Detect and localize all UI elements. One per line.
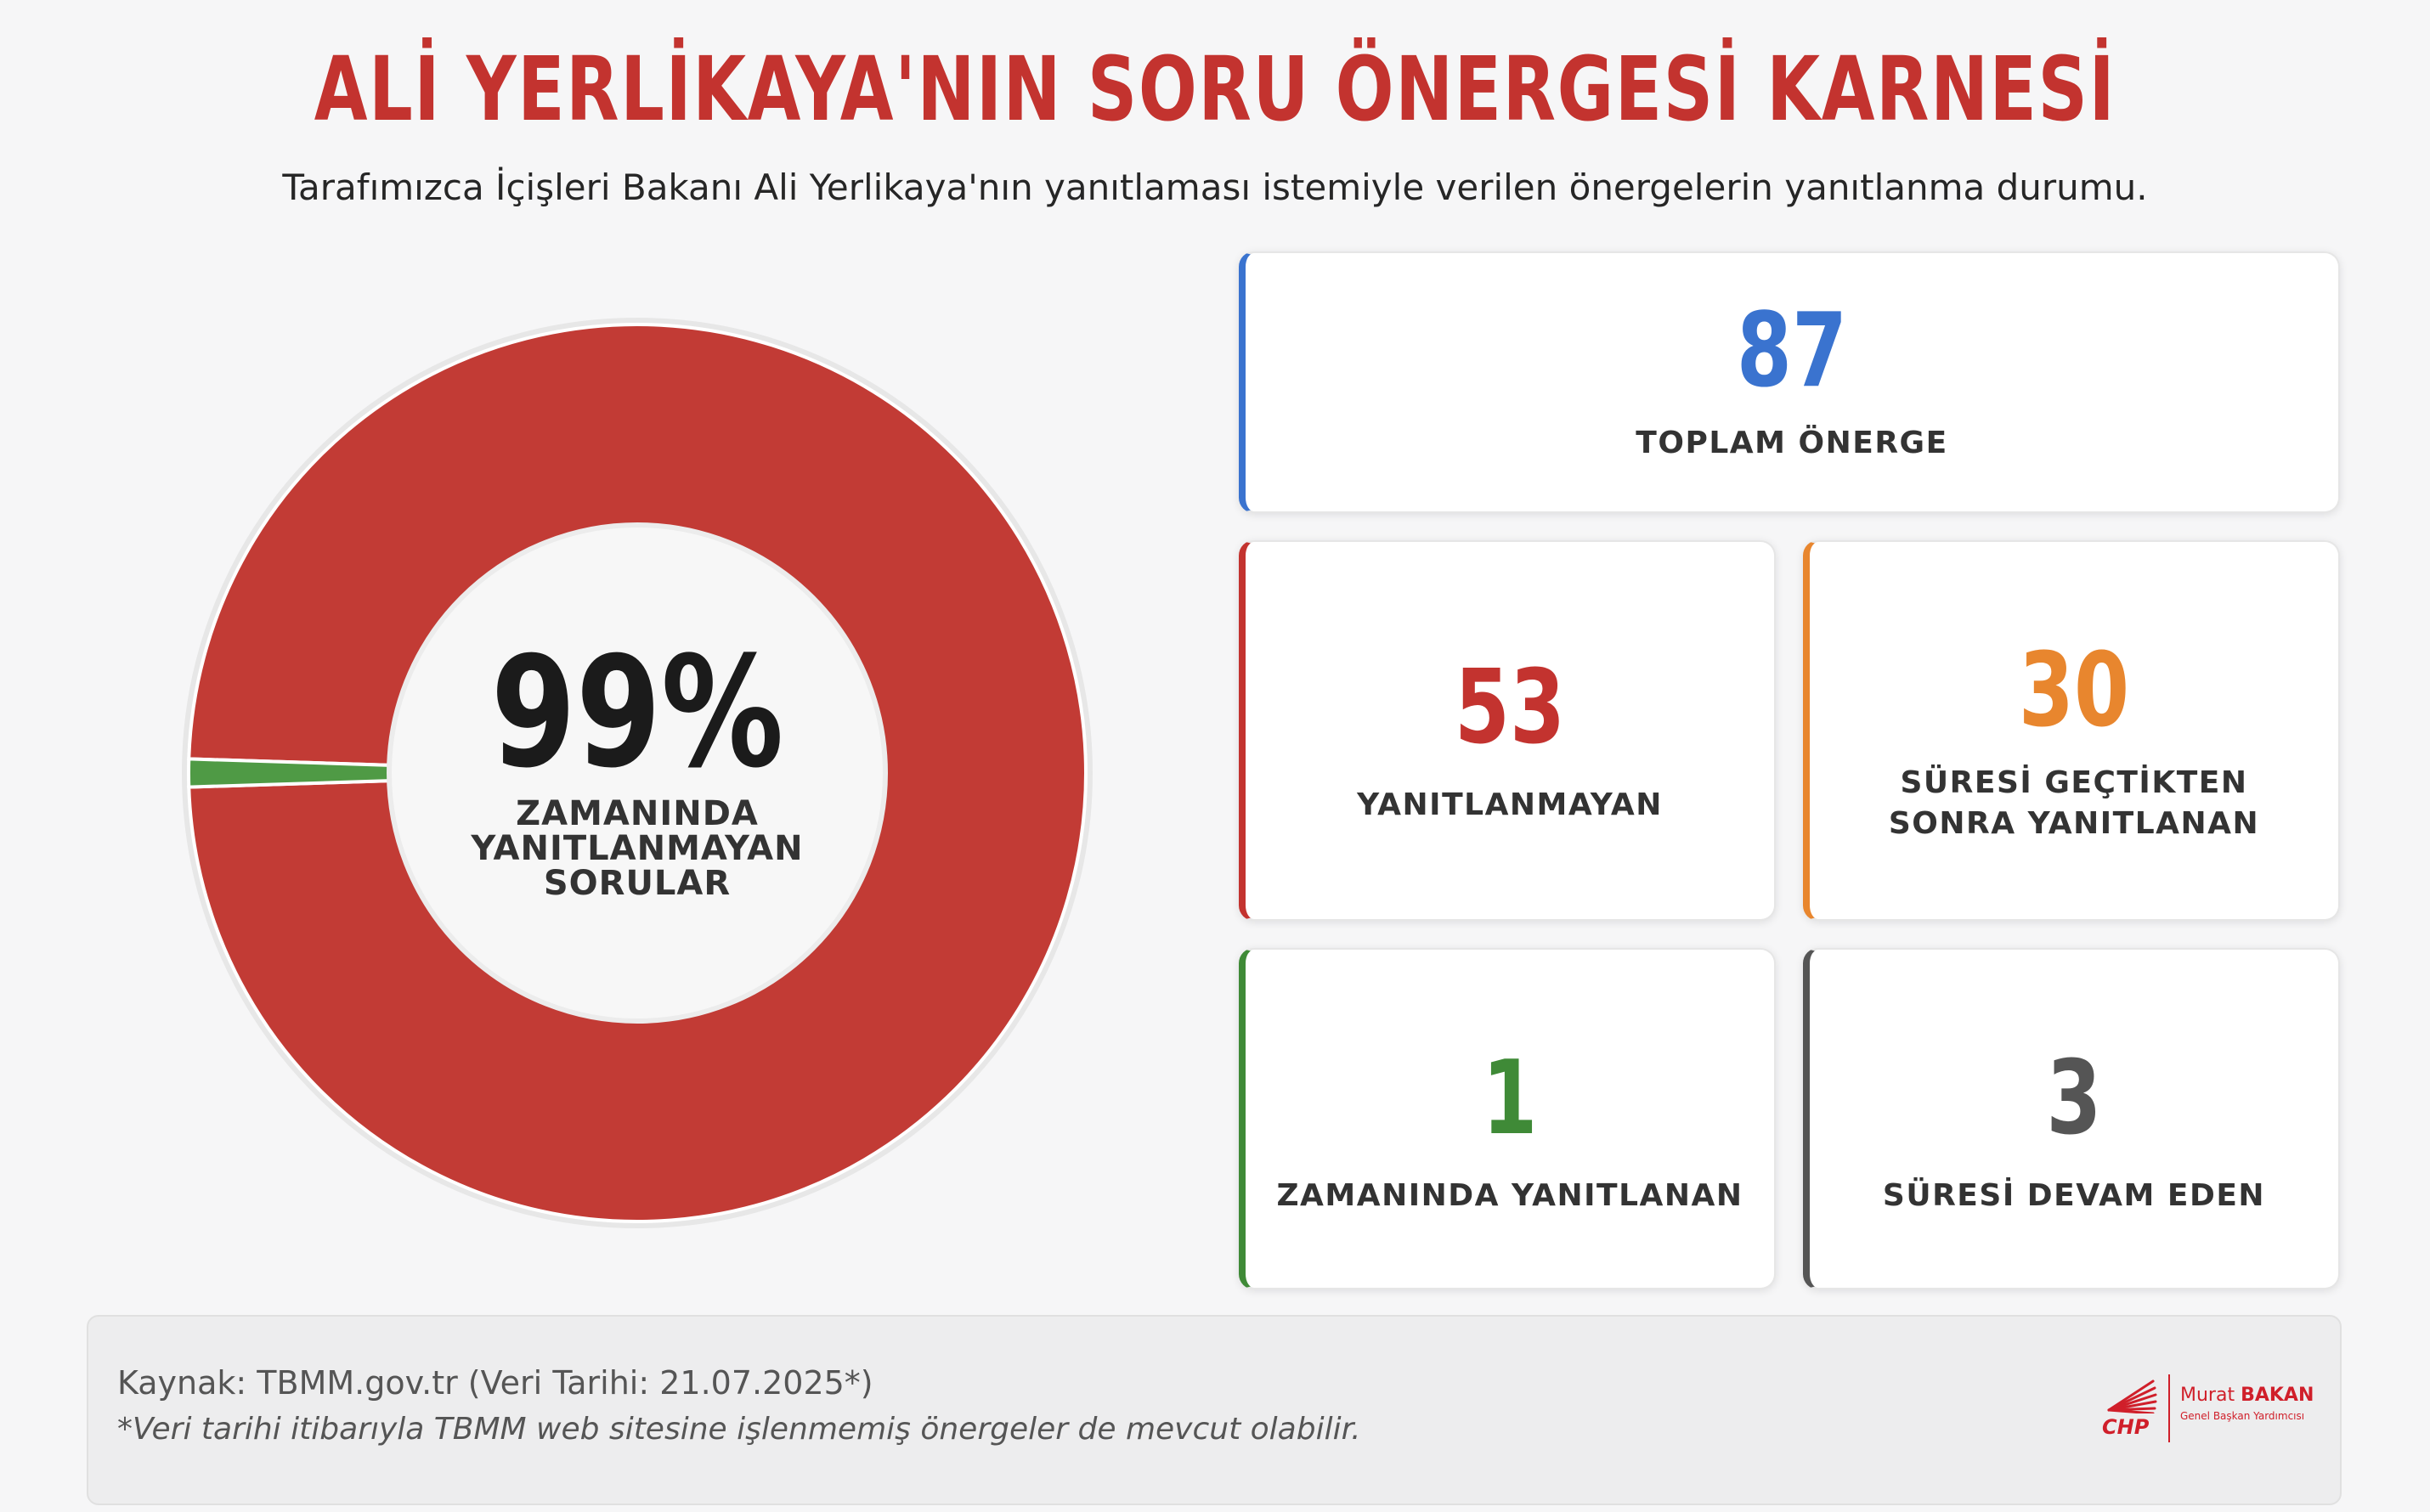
stat-card-unanswered: 53 YANITLANMAYAN bbox=[1239, 540, 1776, 921]
stat-card-ongoing: 3 SÜRESİ DEVAM EDEN bbox=[1803, 948, 2340, 1289]
logo-party-text: CHP bbox=[2102, 1415, 2150, 1439]
footer-panel: Kaynak: TBMM.gov.tr (Veri Tarihi: 21.07.… bbox=[87, 1315, 2342, 1505]
stat-late-value: 30 bbox=[2018, 632, 2130, 750]
donut-center-label: ZAMANINDA YANITLANMAYAN SORULAR bbox=[471, 794, 804, 903]
donut-center: 99% ZAMANINDA YANITLANMAYAN SORULAR bbox=[374, 637, 901, 909]
donut-hole bbox=[387, 522, 888, 1024]
donut-outer-rim bbox=[182, 318, 1093, 1228]
footnote-text: *Veri tarihi itibarıyla TBMM web sitesin… bbox=[117, 1412, 1361, 1447]
stat-unanswered-label: YANITLANMAYAN bbox=[1357, 787, 1663, 822]
stat-ongoing-value: 3 bbox=[2046, 1040, 2102, 1158]
logo-first-name: Murat bbox=[2180, 1385, 2235, 1406]
stat-card-ontime: 1 ZAMANINDA YANITLANAN bbox=[1239, 948, 1776, 1289]
stat-unanswered-value: 53 bbox=[1454, 649, 1566, 767]
page-subtitle: Tarafımızca İçişleri Bakanı Ali Yerlikay… bbox=[282, 166, 2148, 208]
chp-arrows-icon bbox=[2107, 1379, 2157, 1413]
source-text: Kaynak: TBMM.gov.tr (Veri Tarihi: 21.07.… bbox=[117, 1364, 873, 1402]
donut-center-value: 99% bbox=[490, 624, 784, 802]
donut-chart bbox=[182, 318, 1093, 1228]
logo-divider bbox=[2168, 1374, 2170, 1442]
stat-ontime-label: ZAMANINDA YANITLANAN bbox=[1276, 1178, 1743, 1213]
logo-name: Murat BAKAN bbox=[2180, 1385, 2314, 1406]
stat-card-total: 87 TOPLAM ÖNERGE bbox=[1239, 251, 2340, 513]
stat-total-value: 87 bbox=[1736, 292, 1848, 410]
page-title: ALİ YERLİKAYA'NIN SORU ÖNERGESİ KARNESİ bbox=[314, 37, 2116, 141]
stat-card-late: 30 SÜRESİ GEÇTİKTEN SONRA YANITLANAN bbox=[1803, 540, 2340, 921]
logo-role: Genel Başkan Yardımcısı bbox=[2180, 1410, 2305, 1422]
logo-last-name: BAKAN bbox=[2241, 1385, 2314, 1406]
stat-late-label: SÜRESİ GEÇTİKTEN SONRA YANITLANAN bbox=[1888, 765, 2260, 841]
stat-ontime-value: 1 bbox=[1482, 1040, 1538, 1158]
stat-ongoing-label: SÜRESİ DEVAM EDEN bbox=[1882, 1178, 2266, 1213]
logo: CHP Murat BAKAN Genel Başkan Yardımcısı bbox=[2102, 1368, 2331, 1453]
donut-slice-answered-on-time bbox=[187, 757, 392, 789]
stat-total-label: TOPLAM ÖNERGE bbox=[1636, 426, 1948, 460]
